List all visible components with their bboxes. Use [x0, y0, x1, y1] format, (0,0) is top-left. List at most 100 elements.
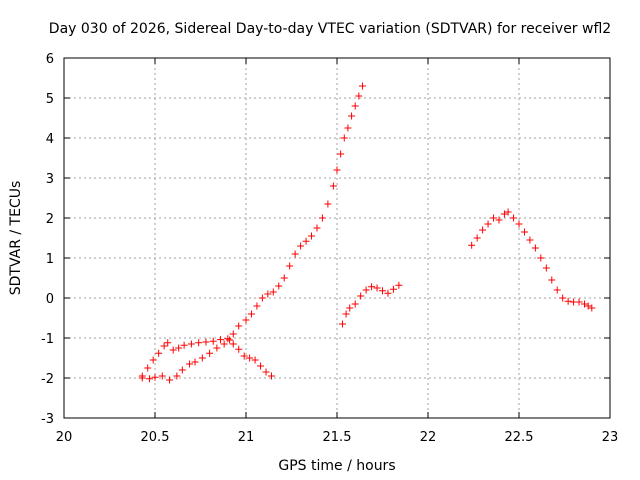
grid: [64, 58, 610, 418]
data-point: [318, 214, 326, 222]
data-point: [324, 200, 332, 208]
data-point: [246, 354, 254, 362]
x-tick-label: 20.5: [141, 430, 170, 445]
y-tick-labels: -3 -2 -1 0 1 2 3 4 5 6: [41, 52, 54, 427]
data-point: [209, 337, 217, 345]
data-point: [479, 226, 487, 234]
data-point: [342, 310, 350, 318]
chart-title: Day 030 of 2026, Sidereal Day-to-day VTE…: [49, 21, 611, 37]
data-point: [269, 288, 277, 296]
data-point: [395, 281, 403, 289]
data-point: [468, 241, 476, 249]
data-points: [138, 82, 596, 384]
data-point: [251, 356, 259, 364]
data-point: [235, 345, 243, 353]
data-point: [202, 338, 210, 346]
series-track-b: [138, 82, 366, 384]
data-point: [537, 254, 545, 262]
data-point: [229, 330, 237, 338]
data-point: [220, 340, 228, 348]
data-point: [495, 216, 503, 224]
y-tick-label: 5: [46, 92, 54, 107]
y-tick-label: 4: [46, 132, 54, 147]
y-tick-label: -3: [41, 412, 54, 427]
data-point: [531, 244, 539, 252]
data-point: [351, 102, 359, 110]
data-point: [553, 286, 561, 294]
data-point: [329, 182, 337, 190]
x-tick-label: 22.5: [505, 430, 534, 445]
data-point: [158, 372, 166, 380]
data-point: [348, 112, 356, 120]
y-tick-label: -2: [41, 372, 54, 387]
y-axis-label: SDTVAR / TECUs: [8, 181, 24, 296]
data-point: [384, 289, 392, 297]
data-point: [160, 342, 168, 350]
data-point: [358, 82, 366, 90]
series-track-d: [468, 208, 596, 312]
x-tick-label: 23: [602, 430, 619, 445]
data-point: [379, 287, 386, 295]
data-point: [155, 349, 163, 357]
data-point: [253, 302, 261, 310]
data-point: [520, 228, 528, 236]
data-point: [257, 362, 265, 370]
data-point: [226, 336, 234, 344]
x-tick-label: 22: [420, 430, 437, 445]
data-point: [504, 208, 512, 216]
data-point: [264, 290, 272, 298]
data-point: [224, 335, 232, 343]
data-point: [357, 292, 365, 300]
data-point: [515, 220, 523, 228]
data-point: [542, 264, 550, 272]
data-point: [373, 284, 381, 292]
data-point: [581, 300, 589, 308]
data-point: [151, 373, 159, 381]
x-tick-label: 20: [56, 430, 73, 445]
data-point: [180, 341, 188, 349]
data-point: [217, 336, 225, 344]
data-point: [173, 372, 181, 380]
data-point: [344, 124, 352, 132]
data-point: [337, 150, 345, 158]
data-point: [389, 285, 397, 293]
data-point: [191, 358, 199, 366]
data-point: [355, 92, 363, 100]
data-point: [146, 375, 154, 383]
data-point: [308, 232, 316, 240]
data-point: [275, 282, 283, 290]
data-point: [297, 242, 305, 250]
data-point: [584, 302, 592, 310]
y-tick-label: 2: [46, 212, 54, 227]
x-tick-label: 21: [238, 430, 255, 445]
data-point: [362, 286, 370, 294]
y-tick-label: 0: [46, 292, 54, 307]
data-point: [149, 356, 157, 364]
y-tick-label: 3: [46, 172, 54, 187]
data-point: [186, 360, 194, 368]
data-point: [175, 344, 183, 352]
data-point: [166, 376, 174, 384]
data-point: [346, 304, 354, 312]
data-point: [138, 374, 146, 382]
data-point: [340, 134, 348, 142]
data-point: [351, 300, 359, 308]
data-point: [229, 340, 237, 348]
data-point: [564, 297, 572, 305]
data-point: [368, 283, 376, 291]
data-point: [213, 344, 221, 352]
series-track-a: [138, 335, 275, 380]
x-tick-labels: 20 20.5 21 21.5 22 22.5 23: [56, 430, 619, 445]
data-point: [169, 346, 177, 354]
data-point: [548, 276, 556, 284]
data-point: [473, 234, 481, 242]
data-point: [484, 220, 492, 228]
data-point: [313, 224, 321, 232]
data-point: [338, 320, 346, 328]
data-point: [575, 298, 583, 306]
data-point: [178, 366, 186, 374]
data-point: [187, 340, 195, 348]
data-point: [526, 236, 534, 244]
data-point: [286, 262, 294, 270]
